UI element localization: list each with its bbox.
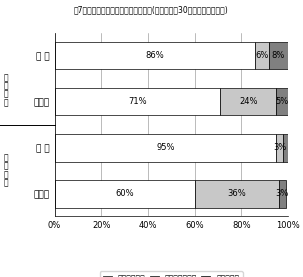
Text: 6%: 6% [255, 51, 269, 60]
Text: 86%: 86% [145, 51, 164, 60]
Text: 雇: 雇 [4, 73, 8, 82]
Text: 用: 用 [4, 81, 8, 90]
Bar [55, 42, 255, 69]
Bar [278, 180, 285, 208]
Text: 3%: 3% [273, 143, 286, 152]
Bar [276, 134, 283, 161]
Bar [195, 180, 278, 208]
Text: 71%: 71% [128, 97, 147, 106]
Text: 24%: 24% [239, 97, 258, 106]
Text: 3%: 3% [275, 189, 289, 198]
Text: 5%: 5% [275, 97, 289, 106]
Text: 図7　雇用保険・厚生年金の加入状況(非正規は週30時間以上勤務のみ): 図7 雇用保険・厚生年金の加入状況(非正規は週30時間以上勤務のみ) [74, 6, 229, 14]
Bar [255, 42, 269, 69]
Bar [55, 88, 220, 116]
Text: 8%: 8% [272, 51, 285, 60]
Legend: 加入している, 加入していない, わからない: 加入している, 加入していない, わからない [100, 271, 243, 277]
Bar [55, 134, 276, 161]
Text: 生: 生 [4, 162, 8, 171]
Text: 険: 険 [4, 98, 8, 107]
Text: 36%: 36% [227, 189, 246, 198]
Bar [55, 180, 195, 208]
Bar [269, 42, 288, 69]
Text: 60%: 60% [115, 189, 134, 198]
Text: 95%: 95% [156, 143, 175, 152]
Text: 保: 保 [4, 90, 8, 99]
Text: 厚: 厚 [4, 153, 8, 162]
Bar [220, 88, 276, 116]
Text: 金: 金 [4, 178, 8, 187]
Bar [276, 88, 288, 116]
Text: 年: 年 [4, 170, 8, 179]
Bar [283, 134, 288, 161]
